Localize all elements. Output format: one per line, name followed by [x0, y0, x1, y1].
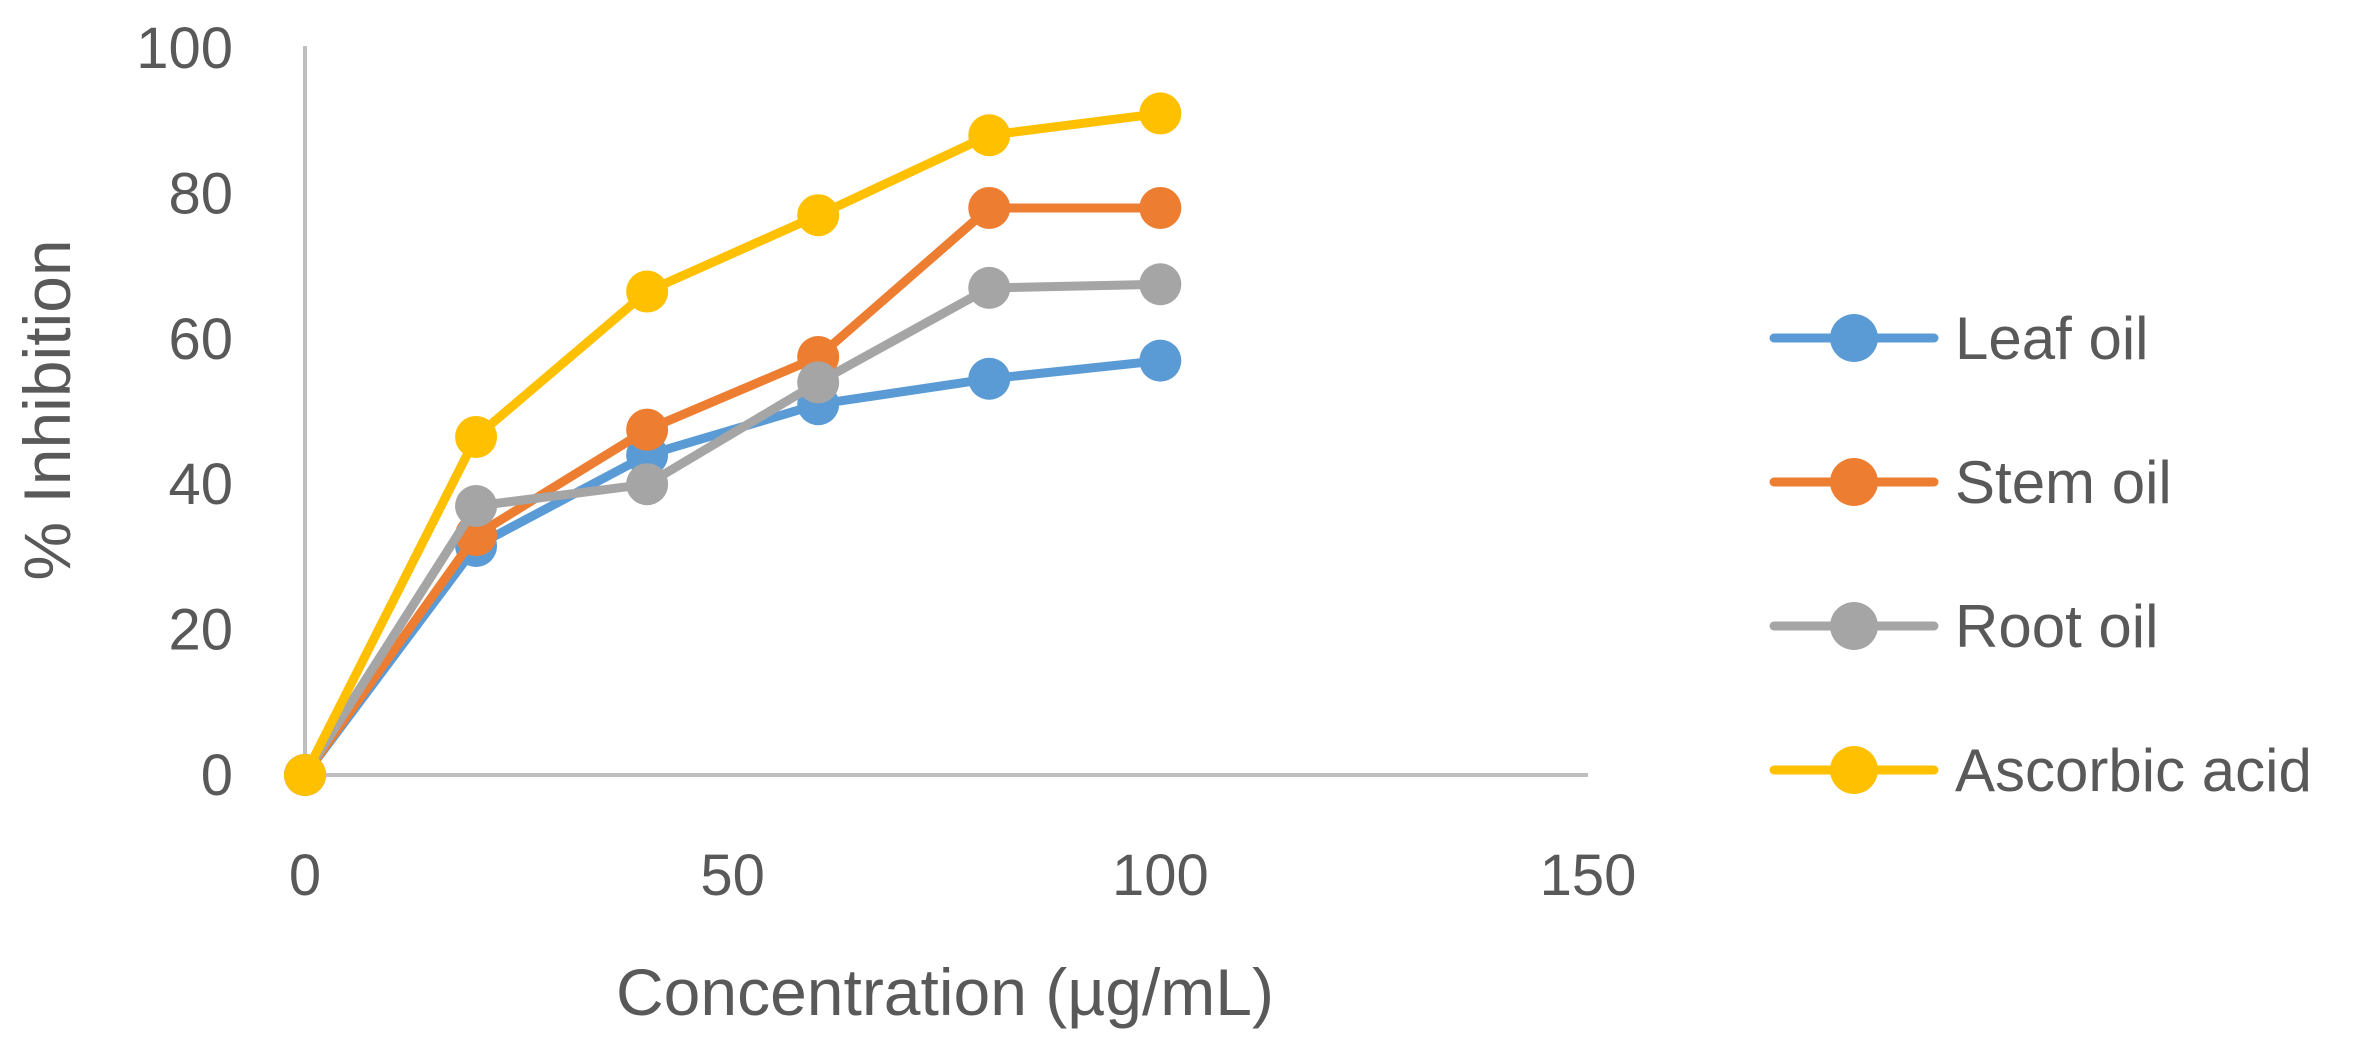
data-point-root-oil [968, 266, 1011, 309]
data-point-leaf-oil [1139, 339, 1182, 382]
y-tick-label: 80 [168, 161, 233, 226]
legend-item-root-oil: Root oil [1769, 593, 2158, 660]
series-line-root-oil [300, 279, 1165, 780]
y-tick-labels: 0 20 40 60 80 100 [136, 16, 233, 808]
legend-marker [1830, 602, 1878, 650]
legend-item-stem-oil: Stem oil [1769, 449, 2172, 516]
x-tick-label: 50 [700, 843, 765, 908]
series-line-stem-oil [300, 203, 1165, 780]
series-leaf-oil [284, 339, 1182, 796]
series-root-oil [284, 263, 1182, 796]
data-point-ascorbic-acid [455, 415, 498, 458]
legend-label: Root oil [1955, 593, 2158, 660]
y-tick-label: 0 [201, 743, 233, 808]
series-ascorbic-acid [284, 92, 1182, 796]
data-point-stem-oil [968, 186, 1011, 229]
legend-label: Leaf oil [1955, 305, 2148, 372]
legend-marker [1830, 458, 1878, 506]
legend: Leaf oil Stem oil Root oil Ascorbic acid [1769, 305, 2312, 804]
data-point-ascorbic-acid [797, 194, 840, 237]
y-tick-label: 40 [168, 452, 233, 517]
x-tick-label: 0 [289, 843, 321, 908]
series-group [284, 92, 1182, 796]
series-stem-oil [284, 186, 1182, 796]
axes [303, 46, 1588, 777]
data-point-stem-oil [1139, 186, 1182, 229]
data-point-ascorbic-acid [968, 114, 1011, 157]
data-point-ascorbic-acid [626, 270, 669, 313]
data-point-leaf-oil [968, 357, 1011, 400]
x-tick-label: 100 [1112, 843, 1209, 908]
legend-label: Ascorbic acid [1955, 737, 2312, 804]
y-tick-label: 20 [168, 598, 233, 663]
data-point-root-oil [1139, 263, 1182, 306]
x-tick-label: 150 [1540, 843, 1637, 908]
series-line-ascorbic-acid [300, 108, 1165, 780]
legend-marker [1830, 314, 1878, 362]
data-point-root-oil [455, 485, 498, 528]
data-point-ascorbic-acid [284, 754, 326, 796]
data-point-ascorbic-acid [1139, 92, 1182, 135]
y-axis-title: % Inhibition [10, 239, 84, 580]
x-axis-title: Concentration (µg/mL) [616, 955, 1274, 1029]
data-point-root-oil [626, 463, 669, 506]
data-point-root-oil [797, 361, 840, 404]
data-point-stem-oil [626, 408, 669, 451]
x-tick-labels: 0 50 100 150 [289, 843, 1637, 908]
legend-marker [1830, 746, 1878, 794]
legend-label: Stem oil [1955, 449, 2172, 516]
y-tick-label: 60 [168, 307, 233, 372]
y-tick-label: 100 [136, 16, 233, 81]
legend-item-leaf-oil: Leaf oil [1769, 305, 2148, 372]
legend-item-ascorbic-acid: Ascorbic acid [1769, 737, 2312, 804]
